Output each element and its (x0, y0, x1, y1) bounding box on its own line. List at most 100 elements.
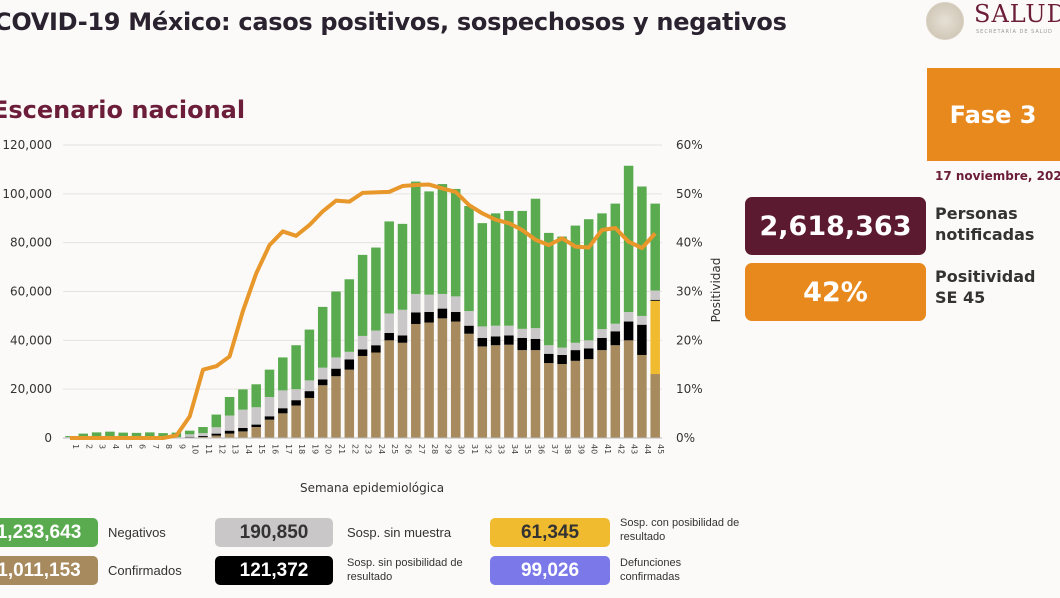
x-tick-label: 6 (138, 444, 147, 449)
bar-negativos (78, 433, 89, 438)
bar-sin_posibilidad (530, 338, 541, 351)
bar-sin_muestra (623, 312, 634, 322)
bar-sin_muestra (357, 335, 368, 350)
x-tick-label: 10 (191, 444, 200, 454)
y2-tick-label: 50% (676, 187, 703, 201)
bar-sin_posibilidad (490, 336, 501, 346)
x-tick-label: 31 (470, 444, 479, 454)
bar-sin_posibilidad (464, 325, 474, 334)
legend-sin-posibilidad-label-1: Sosp. sin posibilidad de (347, 557, 463, 569)
x-tick-label: 45 (656, 444, 665, 454)
legend-sin-posibilidad-label: Sosp. sin posibilidad de resultado (347, 556, 463, 584)
bar-sin_muestra (411, 293, 421, 313)
bar-negativos (291, 345, 301, 390)
legend-defunciones-label-1: Defunciones (620, 557, 682, 569)
x-tick-label: 11 (204, 444, 213, 454)
bar-sin_muestra (637, 315, 647, 325)
y-tick-label: 20,000 (10, 382, 52, 396)
bar-sin_muestra (610, 323, 621, 332)
x-tick-label: 2 (84, 444, 93, 449)
positivity-label-2: SE 45 (935, 288, 986, 307)
salud-logo: SALUD SECRETARÍA DE SALUD (926, 0, 1060, 40)
bar-sin_muestra (304, 380, 315, 392)
bar-sin_posibilidad (637, 324, 647, 355)
bar-negativos (570, 225, 581, 343)
bar-negativos (517, 210, 527, 329)
bar-negativos (238, 389, 248, 410)
bar-sin_posibilidad (424, 312, 434, 323)
bar-sin_muestra (251, 407, 261, 425)
bar-confirmados (411, 323, 421, 438)
bar-confirmados (464, 333, 474, 438)
positivity-label: Positividad SE 45 (935, 266, 1035, 308)
bar-negativos (158, 433, 168, 438)
y2-tick-label: 30% (676, 285, 703, 299)
logo-text: SALUD (974, 0, 1060, 28)
x-tick-label: 44 (643, 444, 652, 454)
bar-confirmados (530, 350, 541, 438)
x-tick-label: 43 (630, 444, 639, 454)
bar-sin_posibilidad (650, 299, 660, 301)
bar-sin_posibilidad (224, 430, 235, 434)
y2-tick-label: 20% (676, 333, 703, 347)
bar-confirmados (211, 435, 222, 438)
bar-sin_posibilidad (384, 333, 394, 341)
section-title: Escenario nacional (0, 96, 246, 124)
x-tick-label: 23 (364, 444, 373, 454)
bar-sin_muestra (490, 325, 501, 337)
bar-confirmados (490, 345, 501, 438)
bar-sin_posibilidad (504, 335, 514, 345)
bar-sin_posibilidad (517, 337, 527, 351)
bar-sin_muestra (517, 328, 527, 338)
bar-sin_posibilidad (557, 354, 567, 365)
bar-sin_posibilidad (623, 321, 634, 341)
x-tick-label: 21 (337, 444, 346, 454)
bar-confirmados (437, 318, 448, 438)
bar-negativos (344, 279, 355, 352)
bar-confirmados (331, 376, 341, 438)
page-title: COVID-19 México: casos positivos, sospec… (0, 8, 787, 36)
notified-label: Personas notificadas (935, 203, 1034, 245)
bar-negativos (597, 213, 607, 330)
x-tick-label: 13 (231, 444, 240, 454)
x-tick-label: 24 (377, 444, 386, 454)
bar-sin_posibilidad (304, 391, 315, 398)
bar-negativos (477, 223, 488, 327)
bar-sin_muestra (344, 351, 355, 360)
bar-sin_muestra (530, 328, 541, 339)
x-tick-label: 9 (177, 444, 186, 449)
bar-sin_posibilidad (371, 345, 381, 353)
legend-con-posibilidad-label-1: Sosp. con posibilidad de (620, 517, 740, 529)
bar-sin_posibilidad (583, 348, 594, 360)
bar-sin_posibilidad (264, 416, 275, 420)
bar-sin_muestra (464, 311, 474, 326)
bar-negativos (145, 432, 155, 438)
bar-negativos (637, 186, 647, 316)
bar-negativos (317, 306, 328, 368)
bar-confirmados (477, 346, 488, 438)
bar-confirmados (264, 419, 275, 438)
bar-confirmados (610, 345, 621, 438)
bar-negativos (264, 369, 275, 397)
bar-confirmados (278, 413, 288, 438)
positivity-line (70, 182, 657, 440)
bar-sin_muestra (544, 345, 554, 354)
bar-sin_muestra (424, 294, 434, 313)
bar-confirmados (504, 344, 514, 438)
y-tick-label: 120,000 (2, 138, 52, 152)
x-tick-label: 12 (217, 444, 226, 454)
x-tick-label: 40 (590, 444, 599, 454)
bar-confirmados (517, 350, 527, 438)
bar-sin_posibilidad (544, 353, 554, 364)
x-tick-label: 41 (603, 444, 612, 454)
bar-sin_posibilidad (411, 312, 421, 324)
bar-negativos (357, 254, 368, 336)
bar-negativos (278, 357, 288, 391)
bar-confirmados (570, 360, 581, 438)
bar-sin_muestra (198, 433, 208, 437)
bar-negativos (131, 432, 142, 438)
bar-sin_posibilidad (397, 335, 408, 343)
x-tick-label: 15 (257, 444, 266, 454)
bar-sin_muestra (184, 434, 195, 437)
bar-sin_posibilidad (477, 337, 488, 347)
